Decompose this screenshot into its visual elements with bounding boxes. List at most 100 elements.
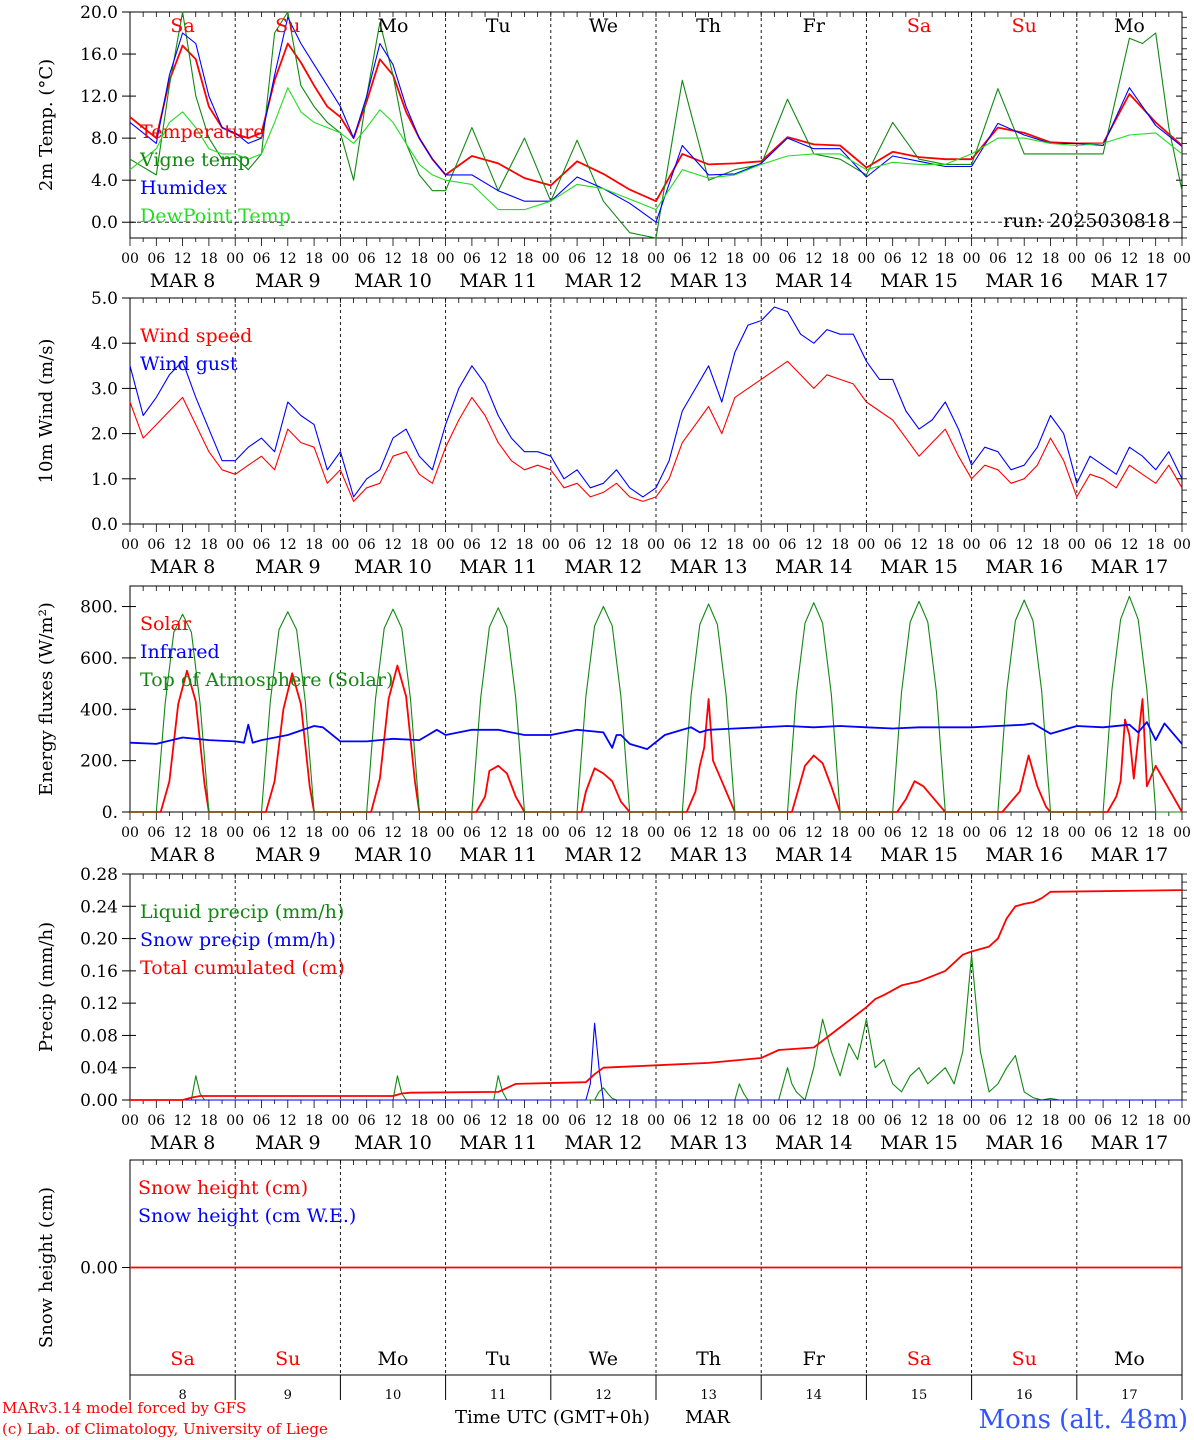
hour-tick-label: 18 (1147, 251, 1165, 267)
hour-tick-label: 18 (1147, 825, 1165, 841)
legend-entry: Humidex (140, 177, 227, 199)
hour-tick-label: 18 (831, 1113, 849, 1129)
hour-tick-label: 06 (253, 1113, 271, 1129)
hour-tick-label: 00 (963, 537, 981, 553)
hour-tick-label: 00 (1068, 251, 1086, 267)
hour-tick-label: 00 (857, 825, 875, 841)
hour-tick-label: 00 (331, 537, 349, 553)
date-label: MAR 17 (1091, 844, 1169, 866)
panel-energy: 0. 200. 400. 600. 800. Energy fluxes (W/m²) So… (36, 585, 1191, 866)
hour-tick-label: 00 (331, 251, 349, 267)
day-number-label: 17 (1121, 1388, 1138, 1403)
hour-tick-label: 18 (305, 1113, 323, 1129)
day-name-label: Tu (486, 15, 511, 37)
hour-tick-label: 12 (910, 1113, 928, 1129)
hour-tick-label: 06 (358, 537, 376, 553)
day-name-label: Su (275, 15, 300, 37)
hour-tick-label: 06 (1094, 1113, 1112, 1129)
hour-tick-label: 06 (568, 825, 586, 841)
hour-tick-label: 12 (489, 1113, 507, 1129)
date-label: MAR 13 (670, 270, 748, 292)
y-tick-label: 0.00 (80, 1091, 118, 1111)
day-number-label: 11 (490, 1388, 507, 1403)
hour-tick-label: 12 (384, 537, 402, 553)
series-line-humidex (129, 16, 1183, 223)
day-name-label: Mo (1114, 15, 1145, 37)
series-line-top-of-atmosphere-solar- (130, 595, 1182, 813)
hour-tick-label: 00 (542, 825, 560, 841)
y-tick-label: 800. (80, 598, 118, 618)
hour-tick-label: 12 (384, 251, 402, 267)
hour-tick-label: 00 (752, 251, 770, 267)
hour-tick-label: 18 (1042, 251, 1060, 267)
hour-tick-label: 18 (831, 537, 849, 553)
date-label: MAR 11 (459, 270, 537, 292)
hour-tick-label: 18 (1042, 825, 1060, 841)
y-tick-label: 0.0 (91, 515, 118, 535)
day-name-label: Fr (803, 15, 826, 37)
series-line-vigne-temp (129, 11, 1183, 239)
hour-tick-label: 12 (594, 1113, 612, 1129)
y-tick-label: 20.0 (80, 3, 118, 23)
legend-entry: DewPoint Temp (140, 205, 291, 227)
hour-tick-label: 00 (752, 825, 770, 841)
date-label: MAR 8 (150, 270, 216, 292)
hour-tick-label: 00 (226, 251, 244, 267)
hour-tick-label: 06 (673, 251, 691, 267)
hour-tick-label: 12 (174, 1113, 192, 1129)
y-tick-label: 5.0 (91, 289, 118, 309)
hour-tick-label: 00 (331, 1113, 349, 1129)
hour-tick-label: 00 (857, 251, 875, 267)
panel-snow: 0.00 Snow height (cm) Snow height (cm) Snow… (36, 1159, 1183, 1403)
hour-tick-label: 12 (174, 537, 192, 553)
y-tick-label: 4.0 (91, 171, 118, 191)
day-name-label: Fr (803, 1348, 826, 1370)
hour-tick-label: 18 (305, 825, 323, 841)
model-credit: MARv3.14 model forced by GFS (2, 1399, 246, 1417)
date-label: MAR 12 (565, 270, 643, 292)
hour-tick-label: 18 (726, 537, 744, 553)
day-number-label: 16 (1016, 1388, 1033, 1403)
hour-tick-label: 06 (253, 537, 271, 553)
series-line-solar (130, 664, 1183, 813)
date-label: MAR 10 (354, 1132, 432, 1154)
hour-tick-label: 18 (936, 251, 954, 267)
y-tick-label: 0.08 (80, 1026, 118, 1046)
date-label: MAR 9 (255, 270, 321, 292)
hour-tick-label: 12 (174, 251, 192, 267)
hour-tick-label: 00 (647, 825, 665, 841)
hour-tick-label: 06 (463, 537, 481, 553)
legend-entry: Wind speed (140, 325, 252, 347)
date-label: MAR 13 (670, 1132, 748, 1154)
hour-tick-label: 18 (726, 1113, 744, 1129)
hour-tick-label: 12 (910, 251, 928, 267)
day-name-label: Su (1012, 15, 1037, 37)
y-tick-label: 16.0 (80, 45, 118, 65)
hour-tick-label: 18 (621, 537, 639, 553)
hour-tick-label: 00 (1173, 1113, 1191, 1129)
hour-tick-label: 06 (147, 825, 165, 841)
y-axis-label: Precip (mm/h) (36, 922, 57, 1052)
date-label: MAR 10 (354, 556, 432, 578)
hour-tick-label: 00 (331, 825, 349, 841)
date-label: MAR 16 (985, 556, 1063, 578)
hour-tick-label: 18 (200, 825, 218, 841)
hour-tick-label: 06 (358, 251, 376, 267)
y-tick-label: 3.0 (91, 379, 118, 399)
hour-tick-label: 12 (279, 1113, 297, 1129)
date-label: MAR 14 (775, 844, 853, 866)
hour-tick-label: 12 (279, 251, 297, 267)
y-tick-label: 4.0 (91, 334, 118, 354)
hour-tick-label: 18 (726, 825, 744, 841)
hour-tick-label: 12 (805, 1113, 823, 1129)
hour-tick-label: 00 (226, 825, 244, 841)
hour-tick-label: 18 (305, 537, 323, 553)
hour-tick-label: 12 (1120, 1113, 1138, 1129)
y-tick-label: 8.0 (91, 129, 118, 149)
day-number-label: 9 (284, 1388, 292, 1403)
hour-tick-label: 00 (226, 537, 244, 553)
date-label: MAR 17 (1091, 556, 1169, 578)
hour-tick-label: 12 (594, 251, 612, 267)
date-label: MAR 17 (1091, 1132, 1169, 1154)
